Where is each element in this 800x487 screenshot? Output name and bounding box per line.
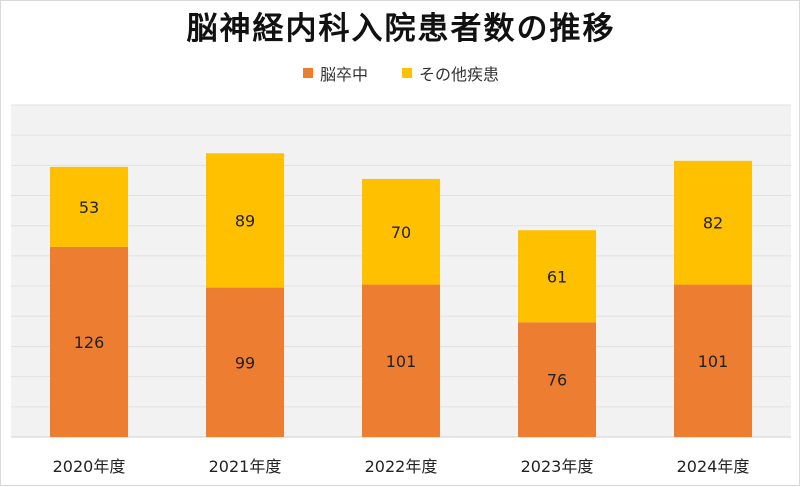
bar-segment-other	[362, 178, 440, 285]
data-label: 126	[74, 333, 105, 352]
x-tick-label: 2023年度	[521, 457, 594, 476]
bar-segment-stroke	[518, 322, 596, 437]
legend-label-stroke: 脳卒中	[319, 65, 368, 84]
bar-segment-other	[206, 153, 284, 288]
chart-legend: 脳卒中 その他疾患	[1, 61, 800, 85]
bar-segment-stroke	[206, 287, 284, 437]
bar-segment-other	[674, 160, 752, 285]
data-label: 76	[547, 371, 567, 390]
bar-segment-other	[50, 166, 128, 247]
bar-segment-stroke	[362, 284, 440, 437]
legend-item-stroke: 脳卒中	[302, 61, 368, 85]
data-label: 53	[79, 198, 99, 217]
x-tick-label: 2024年度	[677, 457, 750, 476]
data-label: 101	[386, 352, 417, 371]
data-label: 101	[698, 352, 729, 371]
data-label: 82	[703, 214, 723, 233]
bar-segment-stroke	[674, 284, 752, 437]
data-label: 61	[547, 267, 567, 286]
x-tick-label: 2022年度	[365, 457, 438, 476]
data-label: 89	[235, 211, 255, 230]
data-label: 99	[235, 353, 255, 372]
legend-swatch-other	[402, 68, 412, 78]
bar-segment-stroke	[50, 246, 128, 437]
legend-label-other: その他疾患	[419, 65, 500, 84]
chart-title: 脳神経内科入院患者数の推移	[186, 11, 616, 47]
legend-swatch-stroke	[302, 68, 313, 78]
x-tick-label: 2021年度	[209, 457, 282, 476]
x-tick-label: 2020年度	[53, 457, 126, 476]
data-label: 70	[391, 223, 411, 242]
bar-segment-other	[518, 230, 596, 323]
legend-item-other: その他疾患	[402, 61, 499, 85]
